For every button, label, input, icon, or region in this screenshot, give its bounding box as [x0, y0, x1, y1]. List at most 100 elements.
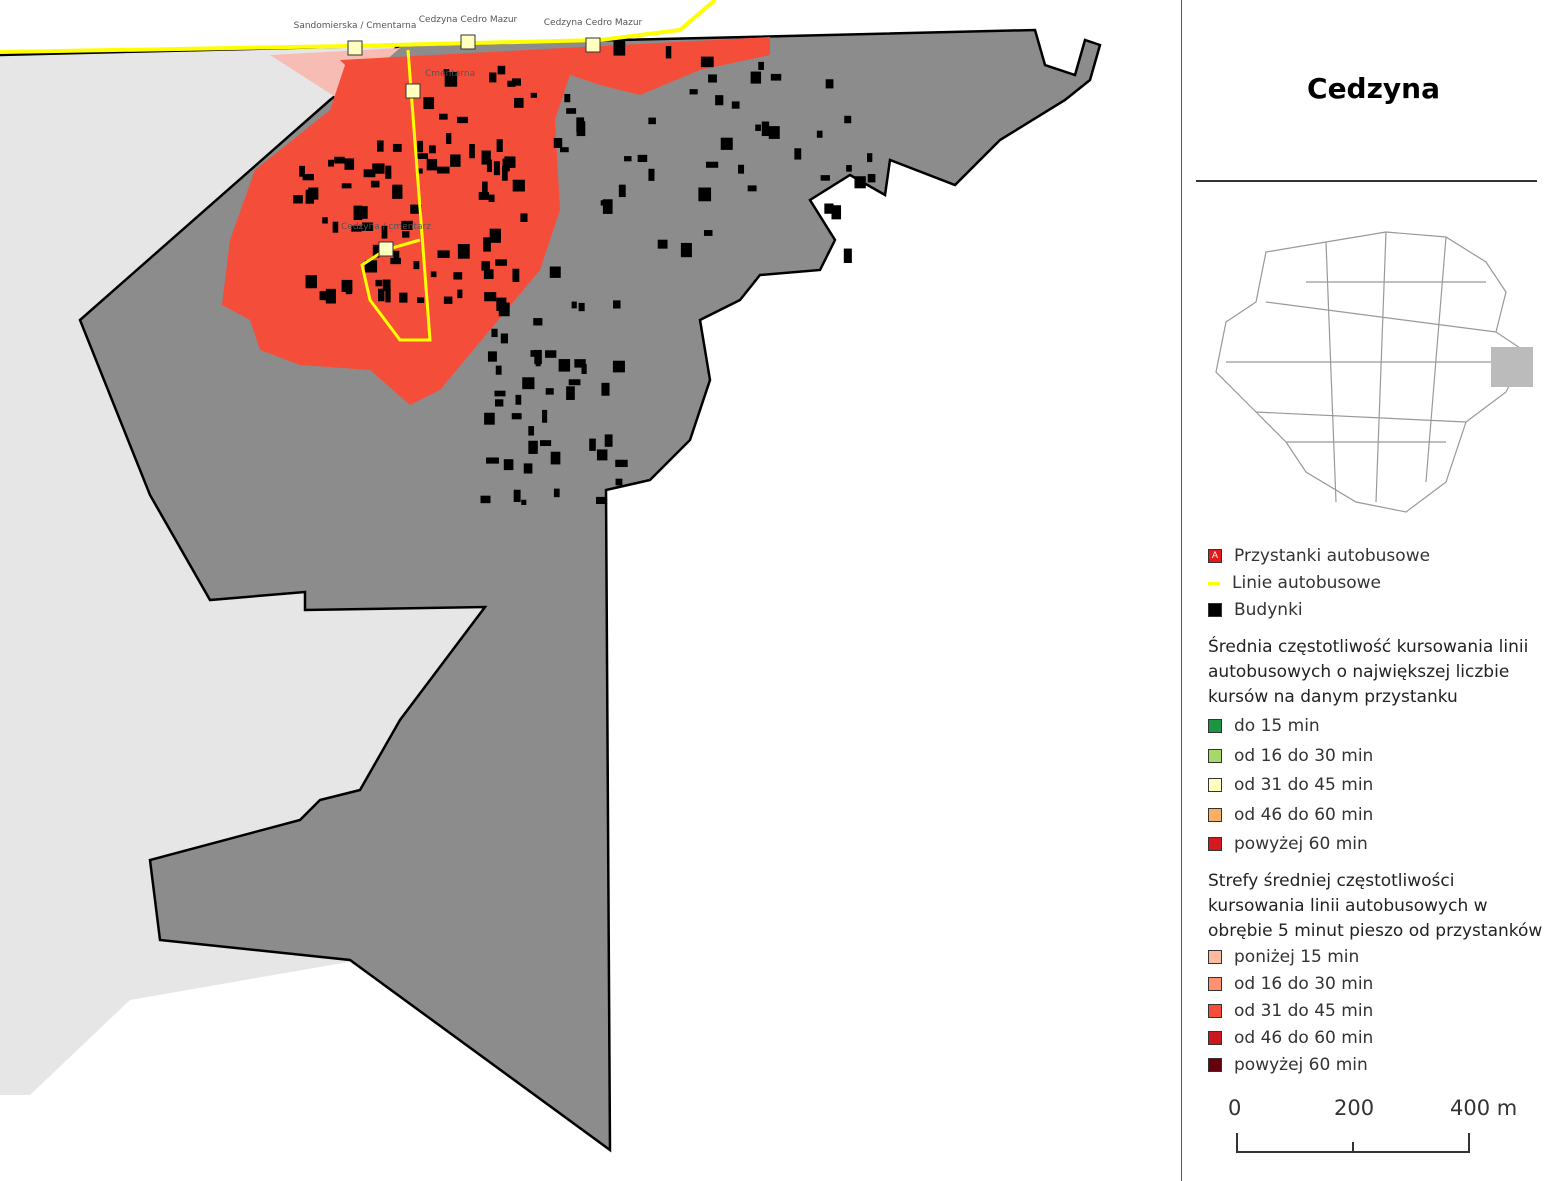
building	[362, 222, 374, 231]
building	[385, 289, 391, 303]
district-lines	[1215, 231, 1527, 513]
building	[381, 225, 388, 239]
building	[755, 124, 761, 131]
building	[489, 228, 501, 243]
building	[392, 143, 402, 152]
legend-swatch: A	[1208, 549, 1222, 563]
building	[417, 140, 424, 153]
building	[528, 440, 538, 454]
building	[376, 140, 384, 152]
building	[549, 266, 561, 278]
building	[540, 440, 552, 447]
building	[512, 78, 522, 86]
legend-item: od 46 do 60 min	[1208, 1028, 1373, 1048]
legend-swatch	[1208, 778, 1222, 792]
divider	[1196, 180, 1537, 182]
legend-label: od 31 do 45 min	[1234, 775, 1374, 795]
building	[469, 144, 475, 159]
building	[457, 243, 470, 259]
building	[615, 478, 623, 486]
building	[602, 199, 613, 214]
legend-label: od 31 do 45 min	[1234, 1001, 1374, 1021]
bus-stop	[585, 37, 601, 53]
building	[495, 365, 502, 375]
scale-bar	[1236, 1133, 1470, 1153]
building	[385, 165, 392, 179]
legend-swatch	[1208, 1058, 1222, 1072]
legend-item: Linie autobusowe	[1208, 573, 1381, 593]
building	[571, 301, 577, 309]
building	[618, 184, 626, 198]
building	[530, 350, 538, 357]
building	[515, 394, 522, 405]
building	[496, 139, 503, 153]
legend-label: od 46 do 60 min	[1234, 804, 1374, 825]
building	[566, 108, 577, 114]
building	[487, 351, 497, 362]
legend-line	[1208, 581, 1220, 585]
scale-label: 200	[1334, 1096, 1375, 1120]
legend-swatch	[1208, 603, 1222, 617]
building	[478, 192, 490, 200]
building	[550, 451, 561, 465]
building	[648, 117, 656, 125]
legend-item: poniżej 15 min	[1208, 947, 1359, 967]
legend-swatch	[1208, 807, 1222, 822]
building	[417, 297, 425, 303]
building	[486, 457, 499, 464]
scale-label: 0	[1228, 1096, 1242, 1120]
building	[426, 158, 438, 171]
legend-label: od 16 do 30 min	[1234, 745, 1374, 766]
building	[410, 204, 422, 214]
building	[302, 173, 314, 181]
building	[322, 217, 328, 224]
building	[491, 328, 498, 338]
building	[456, 116, 468, 124]
bus-stop	[405, 83, 421, 99]
building	[843, 248, 852, 264]
building	[564, 93, 571, 103]
bus-stop	[347, 40, 363, 56]
building	[293, 195, 303, 204]
building	[305, 275, 317, 289]
building	[341, 279, 353, 292]
building	[430, 271, 437, 278]
building	[854, 176, 866, 189]
building	[481, 261, 491, 271]
building	[439, 113, 448, 120]
building	[512, 268, 520, 283]
building	[522, 377, 535, 390]
building	[423, 97, 435, 110]
building	[344, 158, 355, 170]
bus-stop	[460, 34, 476, 50]
building	[831, 205, 842, 220]
legend-label: do 15 min	[1234, 716, 1320, 736]
building	[576, 117, 585, 133]
building	[533, 318, 543, 326]
building	[444, 72, 458, 87]
legend-item: od 31 do 45 min	[1208, 1001, 1373, 1021]
building	[613, 40, 626, 56]
building	[867, 174, 876, 183]
legend-swatch	[1208, 950, 1222, 964]
building	[484, 412, 495, 425]
building	[770, 73, 782, 81]
legend-swatch	[1208, 977, 1222, 991]
building	[504, 156, 516, 168]
building	[708, 74, 717, 83]
building	[390, 257, 401, 265]
building	[351, 225, 362, 232]
building	[604, 434, 613, 447]
building	[528, 426, 535, 436]
building	[698, 187, 712, 202]
legend-label: powyżej 60 min	[1234, 1055, 1368, 1075]
building	[443, 296, 453, 304]
building	[553, 137, 563, 148]
building	[761, 121, 770, 137]
legend-item: od 31 do 45 min	[1208, 775, 1373, 795]
legend-label: Przystanki autobusowe	[1234, 546, 1431, 566]
building	[483, 269, 494, 280]
building	[846, 165, 852, 172]
legend-item: od 16 do 30 min	[1208, 974, 1373, 994]
